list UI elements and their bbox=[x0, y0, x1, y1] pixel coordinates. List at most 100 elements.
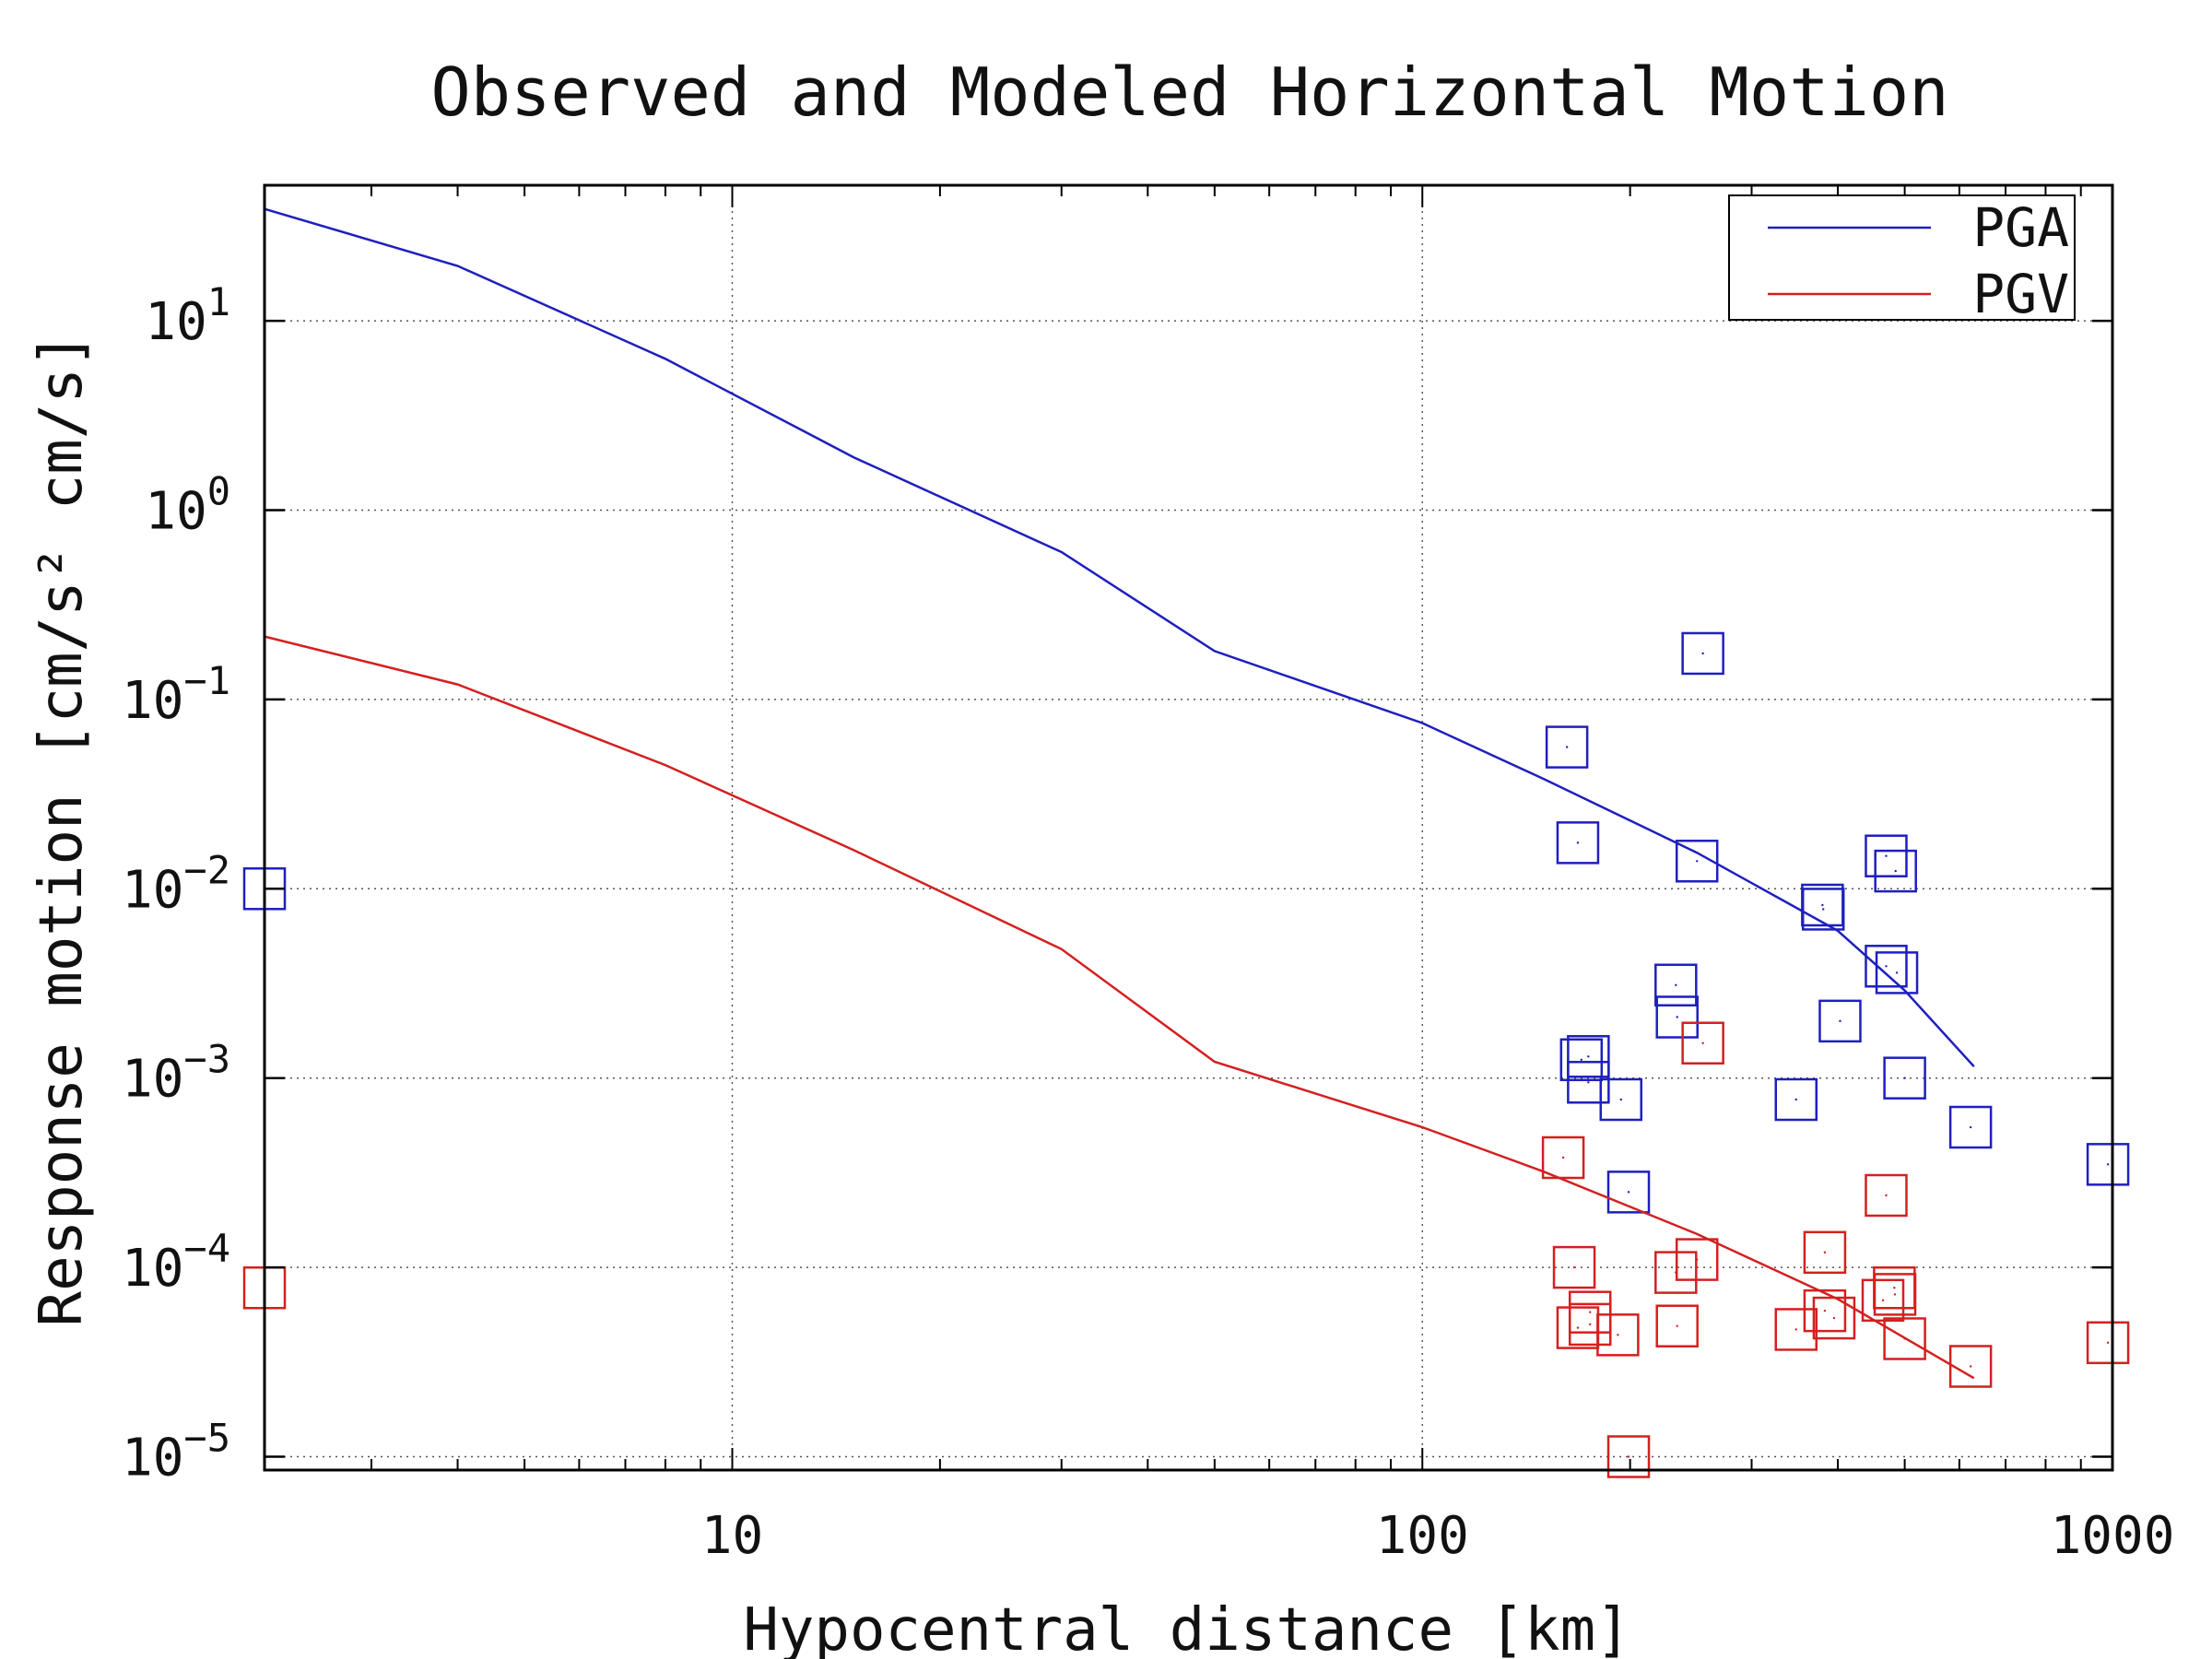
pga-point-center bbox=[1576, 841, 1580, 844]
pgv-point-center bbox=[1823, 1251, 1827, 1254]
pga-point-center bbox=[1627, 1191, 1630, 1194]
pgv-point-center bbox=[1903, 1337, 1906, 1340]
pga-observed-point bbox=[1874, 849, 1917, 893]
pga-point-center bbox=[1969, 1125, 1972, 1129]
pga-point-center bbox=[1565, 746, 1569, 748]
pga-point-center bbox=[1696, 860, 1699, 863]
pga-observed-point bbox=[1545, 725, 1589, 769]
pgv-point-center bbox=[1589, 1323, 1592, 1326]
y-tick-base: 10 bbox=[122, 1239, 183, 1299]
legend-label-pga: PGA bbox=[1972, 196, 2069, 259]
pga-observed-point bbox=[1556, 821, 1600, 865]
pgv-point-center bbox=[1676, 1324, 1678, 1327]
y-tick-base: 10 bbox=[122, 860, 183, 920]
x-tick-label: 1000 bbox=[2051, 1506, 2175, 1566]
pgv-point-center bbox=[1885, 1194, 1888, 1197]
pga-observed-point bbox=[1865, 945, 1908, 988]
pgv-point-center bbox=[1561, 1156, 1565, 1159]
pga-point-center bbox=[1821, 903, 1824, 907]
y-tick-label: 10−2 bbox=[122, 847, 230, 920]
pgv-point-center bbox=[1701, 1041, 1704, 1044]
pgv-observed-point bbox=[1948, 1345, 1993, 1388]
x-axis-label: Hypocentral distance [km] bbox=[743, 1596, 1630, 1659]
y-tick-exponent: −4 bbox=[183, 1226, 230, 1271]
pgv-observed-point bbox=[1541, 1135, 1585, 1180]
y-axis-label: Response motion [cm/s² cm/s] bbox=[28, 333, 96, 1327]
chart-title: Observed and Modeled Horizontal Motion bbox=[430, 53, 1948, 131]
pga-observed-point bbox=[1567, 1061, 1610, 1104]
pga-observed-point bbox=[1559, 1038, 1604, 1082]
pgv-observed-point bbox=[1606, 1435, 1651, 1478]
y-tick-label: 10−5 bbox=[122, 1416, 230, 1488]
pga-observed-point bbox=[1883, 1056, 1926, 1100]
pga-point-center bbox=[1619, 1098, 1622, 1101]
pga-point-center bbox=[1580, 1058, 1583, 1061]
pga-observed-point bbox=[1655, 995, 1699, 1039]
pga-point-center bbox=[1885, 965, 1888, 968]
pgv-observed-point bbox=[1865, 1173, 1908, 1218]
pgv-point-center bbox=[1893, 1287, 1896, 1289]
pgv-observed-point bbox=[1774, 1308, 1818, 1351]
axis-ticks bbox=[265, 185, 2113, 1470]
pga-point-center bbox=[1822, 908, 1825, 911]
pga-point-center bbox=[1894, 869, 1897, 873]
pga-point-center bbox=[1885, 854, 1888, 857]
pga-observed-point bbox=[1675, 840, 1719, 883]
y-tick-label: 10−4 bbox=[122, 1226, 230, 1299]
pgv-observed-point bbox=[1552, 1245, 1596, 1289]
pgv-point-center bbox=[1696, 1258, 1699, 1261]
pgv-observed-point bbox=[1803, 1288, 1847, 1333]
pgv-observed-point bbox=[1675, 1238, 1719, 1281]
pgv-observed-point bbox=[2086, 1321, 2130, 1365]
pgv-observed-point bbox=[1681, 1021, 1724, 1065]
pgv-observed-point bbox=[1873, 1273, 1917, 1316]
pga-point-center bbox=[2106, 1163, 2110, 1166]
pgv-point-center bbox=[1881, 1299, 1885, 1302]
pga-observed-point bbox=[1774, 1077, 1818, 1122]
x-tick-labels: 10 100 1000 bbox=[701, 1506, 2175, 1566]
pga-point-center bbox=[1903, 1077, 1906, 1079]
grid bbox=[265, 185, 2112, 1470]
pgv-observed-point bbox=[1803, 1230, 1847, 1275]
pga-observed-point bbox=[2086, 1143, 2130, 1186]
pgv-point-center bbox=[1589, 1311, 1592, 1313]
pga-point-center bbox=[1839, 1019, 1841, 1023]
y-tick-exponent: 0 bbox=[207, 468, 230, 513]
pgv-point-center bbox=[1832, 1316, 1836, 1320]
y-tick-base: 10 bbox=[145, 292, 206, 352]
pga-observed-point bbox=[1599, 1077, 1642, 1122]
pga-observed-point bbox=[1818, 999, 1862, 1043]
pga-point-center bbox=[1676, 1016, 1678, 1018]
pgv-point-center bbox=[1627, 1455, 1630, 1458]
pgv-observed-point bbox=[1812, 1296, 1856, 1340]
pgv-observed-point bbox=[1861, 1278, 1905, 1323]
plot-frame bbox=[263, 183, 2114, 1472]
x-tick-label: 10 bbox=[701, 1506, 763, 1566]
pga-observed-point bbox=[1948, 1105, 1993, 1149]
y-tick-exponent: −5 bbox=[183, 1416, 230, 1461]
y-tick-base: 10 bbox=[122, 671, 183, 731]
pgv-point-center bbox=[1794, 1328, 1797, 1331]
y-tick-label: 10−1 bbox=[122, 658, 230, 731]
pga-observed-point bbox=[1865, 834, 1908, 877]
y-tick-base: 10 bbox=[122, 1429, 183, 1488]
legend-label-pgv: PGV bbox=[1972, 263, 2069, 325]
y-tick-label: 10−3 bbox=[122, 1037, 230, 1110]
y-tick-exponent: 1 bbox=[207, 279, 230, 324]
pga-model-line bbox=[264, 207, 1975, 1068]
pga-point-center bbox=[1587, 1081, 1590, 1084]
pga-observed-point bbox=[1567, 1035, 1610, 1078]
y-tick-exponent: −3 bbox=[183, 1037, 230, 1082]
y-tick-base: 10 bbox=[122, 1050, 183, 1110]
plot-area bbox=[242, 207, 2130, 1478]
y-tick-base: 10 bbox=[145, 481, 206, 541]
pga-observed-point bbox=[1875, 951, 1919, 994]
pgv-model-line bbox=[264, 635, 1975, 1380]
pgv-observed-point bbox=[1596, 1313, 1640, 1357]
legend-box bbox=[1728, 194, 2076, 321]
pgv-point-center bbox=[1823, 1309, 1827, 1312]
pga-point-center bbox=[1587, 1055, 1590, 1058]
y-tick-exponent: −2 bbox=[183, 847, 230, 892]
